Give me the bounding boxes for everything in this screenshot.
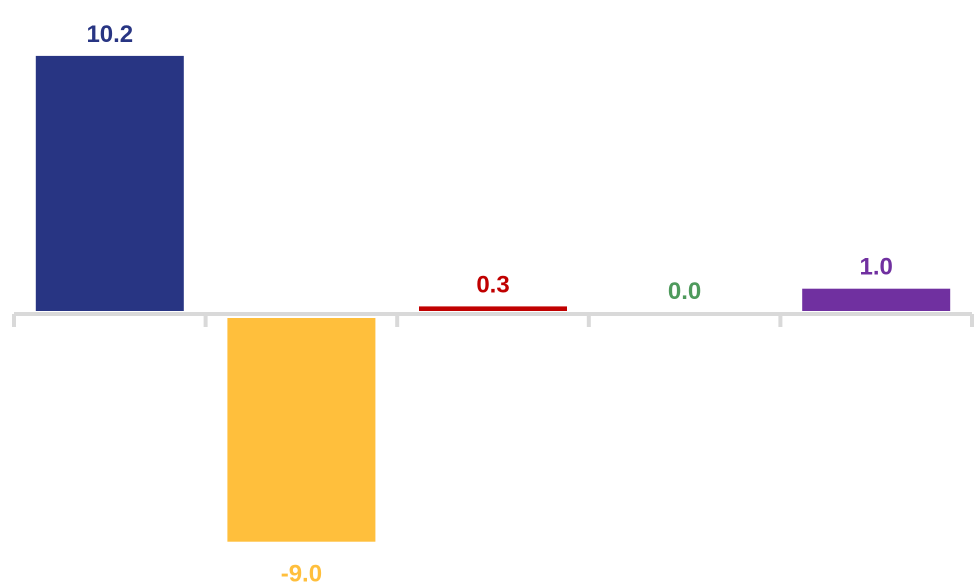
data-label-3: 0.3	[476, 271, 509, 298]
data-labels-group: 10.2 -9.0 0.3 0.0 1.0	[86, 21, 892, 588]
data-label-2: -9.0	[281, 561, 322, 588]
bar-5	[802, 288, 951, 311]
bar-3	[419, 306, 567, 311]
bar-2	[227, 318, 376, 542]
data-label-4: 0.0	[668, 278, 701, 305]
bars-group	[35, 55, 951, 542]
data-label-5: 1.0	[860, 254, 893, 281]
bar-1	[35, 55, 184, 312]
data-label-1: 10.2	[86, 21, 133, 48]
x-axis	[12, 312, 974, 327]
